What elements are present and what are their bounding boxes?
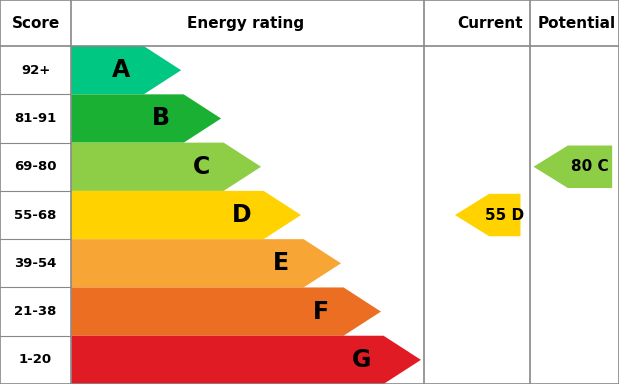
Text: 81-91: 81-91 (14, 112, 57, 125)
Polygon shape (455, 194, 521, 236)
Polygon shape (71, 239, 341, 288)
Text: 55 D: 55 D (485, 207, 524, 223)
Text: E: E (273, 251, 289, 275)
Text: D: D (232, 203, 251, 227)
Text: 39-54: 39-54 (14, 257, 57, 270)
Text: 92+: 92+ (21, 64, 50, 77)
Text: Potential: Potential (537, 15, 615, 31)
Polygon shape (71, 191, 301, 239)
Text: 80 C: 80 C (571, 159, 609, 174)
Polygon shape (71, 336, 421, 384)
Polygon shape (534, 146, 612, 188)
Text: C: C (193, 155, 210, 179)
Text: 69-80: 69-80 (14, 160, 57, 173)
Text: Current: Current (457, 15, 524, 31)
Polygon shape (71, 288, 381, 336)
Text: 21-38: 21-38 (14, 305, 57, 318)
Text: B: B (152, 106, 170, 131)
Text: F: F (313, 300, 329, 324)
Text: Energy rating: Energy rating (188, 15, 305, 31)
Text: G: G (352, 348, 371, 372)
Text: Score: Score (12, 15, 59, 31)
Polygon shape (71, 46, 181, 94)
Polygon shape (71, 142, 261, 191)
Text: A: A (112, 58, 131, 82)
Text: 55-68: 55-68 (14, 209, 57, 222)
Text: 1-20: 1-20 (19, 353, 52, 366)
Polygon shape (71, 94, 221, 142)
